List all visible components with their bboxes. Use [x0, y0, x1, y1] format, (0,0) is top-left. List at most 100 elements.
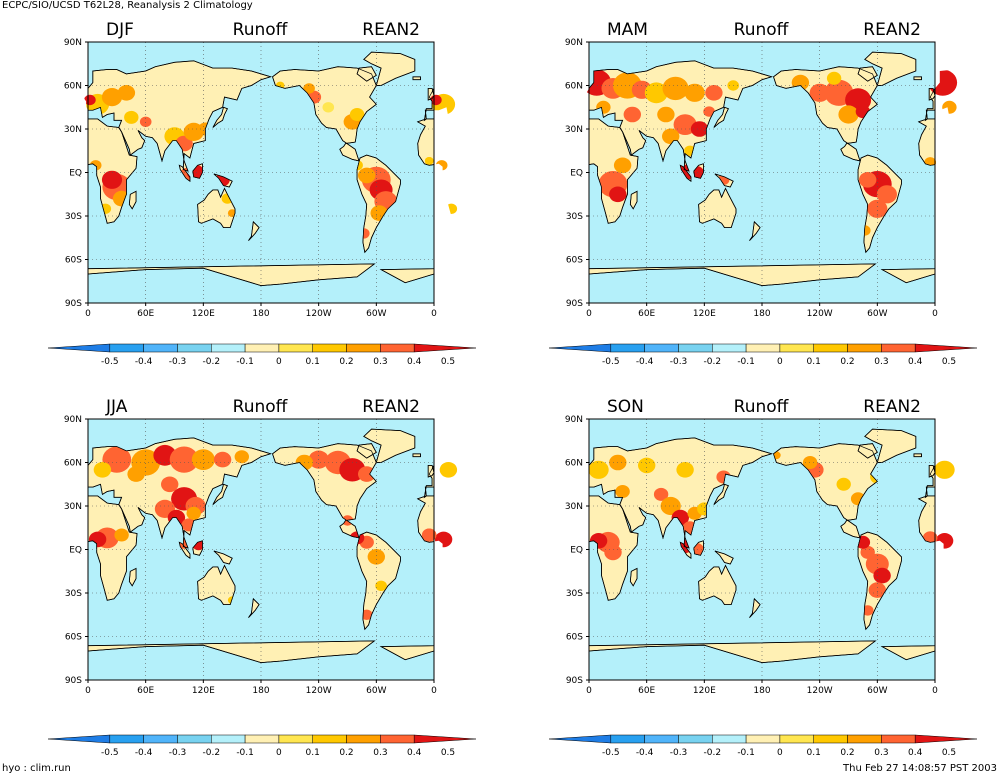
variable-label: Runoff: [734, 20, 790, 40]
landmass-eurasia-wrap: [924, 87, 935, 122]
colorbar: -0.5 -0.4 -0.3 -0.2 -0.1 0 0.1 0.2 0.3 0.4 0.5: [47, 343, 477, 367]
lon-tick-label: 120W: [306, 686, 332, 696]
coastline: [88, 495, 138, 601]
coastline: [128, 190, 137, 210]
lat-tick-label: 30S: [65, 589, 82, 599]
lat-tick-label: EQ: [69, 169, 82, 179]
colorbar-label: 0.2: [840, 748, 854, 758]
runoff-region: [662, 76, 689, 101]
lat-tick-label: 90N: [565, 38, 583, 48]
runoff-region: [139, 116, 152, 128]
lon-tick-label: 0: [85, 686, 91, 696]
runoff-region: [873, 567, 891, 584]
lat-tick-label: EQ: [69, 546, 82, 556]
colorbar-cell: [644, 343, 679, 353]
colorbar: -0.5 -0.4 -0.3 -0.2 -0.1 0 0.1 0.2 0.3 0.4 0.5: [548, 734, 978, 758]
coastline: [363, 428, 416, 463]
lon-tick-label: 60E: [137, 309, 154, 319]
colorbar-label: 0.5: [942, 748, 956, 758]
coastline: [212, 106, 228, 128]
lon-tick-label: 60E: [137, 686, 154, 696]
coastline: [864, 51, 917, 86]
colorbar-label: -0.2: [203, 748, 221, 758]
colorbar-cell: [914, 343, 978, 353]
lon-tick-label: 120E: [192, 686, 215, 696]
colorbar-cell: [312, 734, 347, 744]
lat-tick-label: 30N: [64, 502, 82, 512]
runoff-region: [867, 199, 888, 218]
coastline: [88, 118, 138, 224]
colorbar-cell: [346, 343, 381, 353]
colorbar-cell: [47, 734, 111, 744]
lon-tick-label: 60E: [638, 309, 655, 319]
colorbar-label: 0.4: [908, 357, 923, 367]
colorbar-cell: [610, 343, 645, 353]
dataset-label: REAN2: [863, 397, 921, 417]
colorbar-cell: [244, 343, 280, 353]
colorbar-label: -0.5: [602, 748, 620, 758]
runoff-region: [623, 106, 641, 123]
runoff-region: [424, 157, 434, 165]
colorbar-cell: [109, 343, 144, 353]
lon-tick-label: 180: [753, 686, 770, 696]
colorbar-cell: [380, 734, 415, 744]
lat-tick-label: EQ: [570, 169, 583, 179]
colorbar-label: 0.3: [874, 357, 888, 367]
coastline: [192, 163, 203, 179]
colorbar-label: 0: [276, 357, 282, 367]
coastline: [913, 76, 922, 81]
runoff-region: [802, 456, 818, 469]
coastline: [924, 464, 935, 499]
coastline: [857, 66, 878, 82]
lat-tick-label: 30S: [65, 212, 82, 222]
lat-tick-label: 90S: [566, 299, 583, 309]
lat-tick-label: EQ: [570, 546, 583, 556]
runoff-region: [445, 203, 458, 214]
colorbar-label: 0.3: [874, 748, 888, 758]
lat-tick-label: 90N: [565, 415, 583, 425]
season-label: JJA: [105, 397, 128, 417]
coastline: [698, 564, 737, 605]
colorbar-label: 0.2: [339, 748, 353, 758]
runoff-region: [690, 121, 709, 137]
colorbar-cell: [380, 343, 415, 353]
coastline: [356, 66, 377, 82]
runoff-region: [615, 485, 630, 498]
runoff-region: [662, 128, 680, 145]
coastline: [197, 187, 236, 228]
colorbar-label: 0.5: [942, 357, 956, 367]
season-label: DJF: [106, 20, 134, 40]
coastline: [423, 464, 434, 499]
lon-tick-label: 180: [252, 309, 269, 319]
coastline: [416, 495, 434, 543]
colorbar: -0.5 -0.4 -0.3 -0.2 -0.1 0 0.1 0.2 0.3 0.4 0.5: [548, 343, 978, 367]
lat-tick-label: 60N: [64, 459, 82, 469]
coastline: [427, 465, 434, 478]
runoff-region: [588, 460, 609, 479]
lon-tick-label: 60W: [366, 686, 386, 696]
runoff-region: [349, 108, 365, 121]
coastline: [589, 263, 877, 303]
landmass-antarctica-wrap: [880, 268, 935, 303]
colorbar-cell: [813, 734, 848, 744]
runoff-region: [660, 496, 681, 516]
colorbar-cell: [278, 343, 313, 353]
footer-timestamp: Thu Feb 27 14:08:57 PST 2003: [843, 763, 997, 774]
coastline: [356, 443, 377, 459]
colorbar-label: -0.1: [236, 357, 254, 367]
season-label: SON: [607, 397, 644, 417]
landmass-iceland: [913, 76, 922, 81]
coastline: [212, 483, 228, 505]
colorbar-label: -0.4: [135, 357, 153, 367]
lon-tick-label: 0: [932, 686, 938, 696]
lat-tick-label: 60S: [566, 256, 583, 266]
runoff-region: [358, 466, 376, 482]
lon-tick-label: 0: [586, 686, 592, 696]
colorbar-cell: [278, 734, 313, 744]
runoff-region: [124, 110, 139, 124]
lon-tick-label: 120W: [807, 686, 833, 696]
lat-tick-label: 60N: [565, 459, 583, 469]
coastline: [589, 60, 773, 172]
